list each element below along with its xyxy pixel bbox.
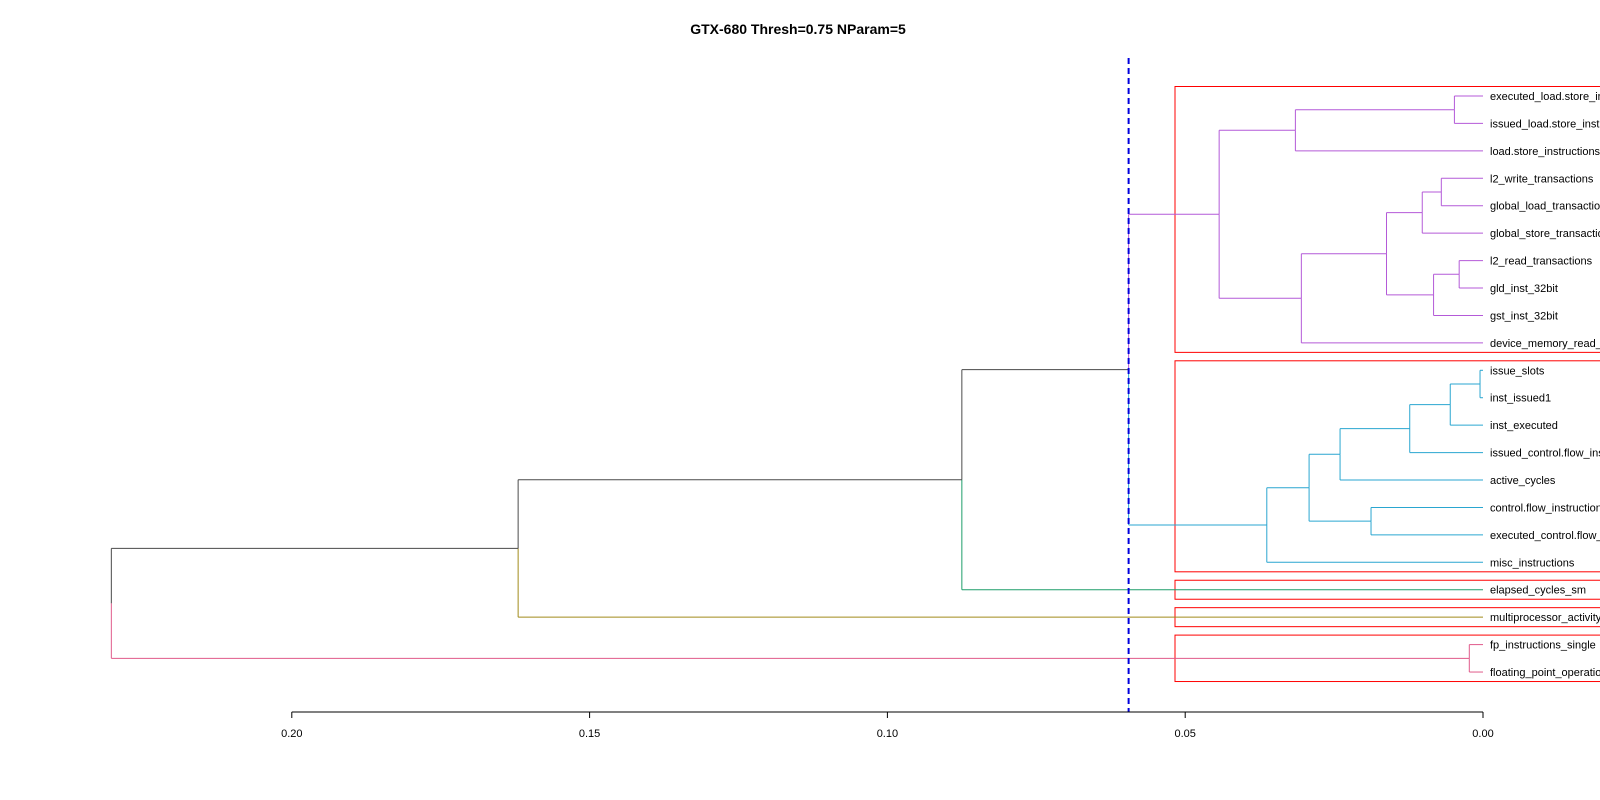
merge-ROOT	[110, 547, 1470, 659]
leaf-label: gld_inst_32bit	[1490, 283, 1558, 295]
leaf-label: device_memory_read_transactions	[1490, 338, 1600, 350]
leaf-label: global_load_transactions	[1490, 201, 1600, 213]
x-tick-label: 0.10	[877, 728, 898, 740]
leaf-label: misc_instructions	[1490, 557, 1575, 569]
merge-B1	[1440, 177, 1483, 207]
merge-A2	[1294, 109, 1483, 152]
leaf-label: executed_load.store_instructions	[1490, 91, 1600, 103]
merge-T	[517, 479, 1483, 618]
x-tick-label: 0.20	[281, 728, 302, 740]
leaf-labels: executed_load.store_instructions issued_l…	[1490, 91, 1600, 679]
merge-G1	[1308, 453, 1372, 522]
leaf-label: l2_read_transactions	[1490, 256, 1593, 268]
leaf-label: l2_write_transactions	[1490, 173, 1594, 185]
leaf-label: issued_control.flow_instructions	[1490, 448, 1600, 460]
x-axis: 0.20 0.15 0.10 0.05 0.00	[281, 711, 1494, 740]
merge-R	[1128, 213, 1267, 526]
leaf-label: inst_issued1	[1490, 393, 1551, 405]
leaf-label: elapsed_cycles_sm	[1490, 585, 1586, 597]
x-tick-label: 0.05	[1174, 728, 1195, 740]
merge-D2	[1300, 253, 1483, 344]
merge-A1	[1453, 95, 1483, 124]
leaf-label: issue_slots	[1490, 365, 1545, 377]
dendrogram-branches	[110, 95, 1483, 673]
merge-S	[961, 369, 1483, 591]
leaf-label: control.flow_instructions	[1490, 502, 1600, 514]
cluster-box-1	[1174, 86, 1600, 353]
merge-C2	[1433, 273, 1483, 316]
leaf-label: fp_instructions_single	[1490, 640, 1596, 652]
merge-E3	[1409, 404, 1483, 454]
merge-U1	[1468, 644, 1483, 673]
merge-E1	[1479, 369, 1483, 399]
merge-E2	[1449, 383, 1483, 426]
merge-C1	[1458, 260, 1483, 289]
merge-B2	[1421, 191, 1483, 234]
merge-E4	[1339, 428, 1483, 481]
leaf-label: inst_executed	[1490, 420, 1558, 432]
leaf-label: active_cycles	[1490, 475, 1556, 487]
merge-P	[1218, 129, 1302, 299]
x-tick-label: 0.15	[579, 728, 600, 740]
leaf-label: gst_inst_32bit	[1490, 310, 1558, 322]
x-tick-label: 0.00	[1472, 728, 1493, 740]
cluster-box-2	[1174, 360, 1600, 573]
chart-title: GTX-680 Thresh=0.75 NParam=5	[690, 21, 906, 37]
merge-D1	[1386, 212, 1434, 296]
leaf-label: issued_load.store_instructions	[1490, 118, 1600, 130]
merge-Q	[1266, 487, 1483, 563]
leaf-label: load.store_instructions	[1490, 146, 1600, 158]
leaf-label: multiprocessor_activity	[1490, 612, 1600, 624]
leaf-label: executed_control.flow_instructions	[1490, 530, 1600, 542]
leaf-label: floating_point_operations	[1490, 667, 1600, 679]
merge-F1	[1370, 506, 1483, 536]
leaf-label: global_store_transactions	[1490, 228, 1600, 240]
